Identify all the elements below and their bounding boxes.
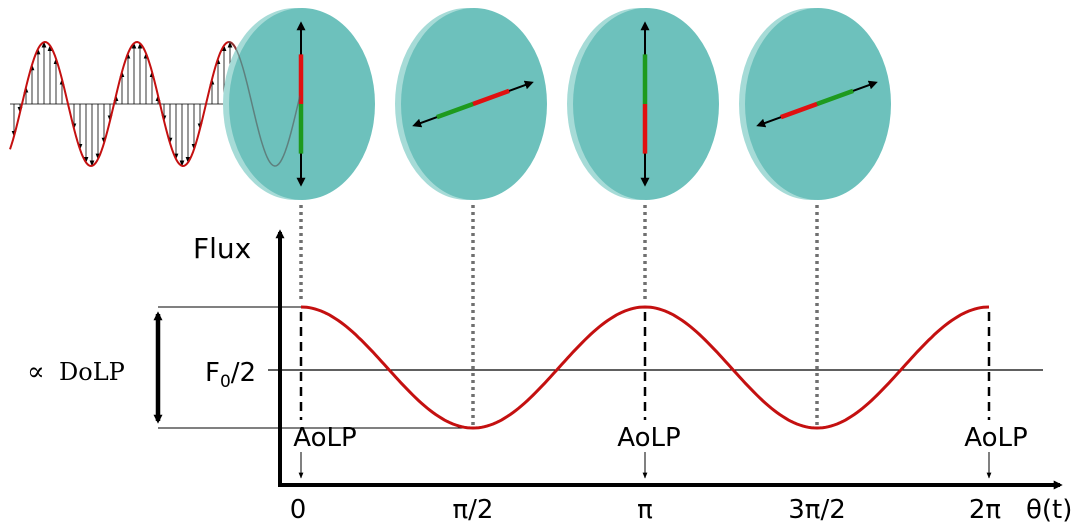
aolp-label-2pi: AoLP — [964, 423, 1027, 453]
f0-sub: 0 — [220, 372, 231, 392]
dolp-label: DoLP — [59, 358, 125, 386]
polarizer-disks — [223, 8, 891, 200]
dolp-prefix: ∝ — [27, 357, 45, 387]
tick-pi2: π/2 — [453, 495, 494, 525]
polarizer-disk — [739, 8, 891, 200]
flux-label: Flux — [193, 232, 251, 265]
tick-2pi: 2π — [969, 495, 1001, 525]
tick-0: 0 — [290, 495, 307, 525]
tick-3pi2: 3π/2 — [788, 495, 846, 525]
dotted-guides — [301, 205, 817, 428]
f0-main: F — [205, 358, 220, 388]
aolp-label-pi: AoLP — [617, 423, 680, 453]
polarizer-disk — [223, 8, 375, 200]
tick-pi: π — [637, 495, 653, 525]
f0-label: F0/2 — [205, 358, 256, 392]
aolp-label-0: AoLP — [293, 423, 356, 453]
polarizer-disk — [567, 8, 719, 200]
f0-tail: /2 — [231, 358, 256, 388]
polarizer-disk — [395, 8, 547, 200]
theta-label: θ(t) — [1026, 495, 1072, 525]
